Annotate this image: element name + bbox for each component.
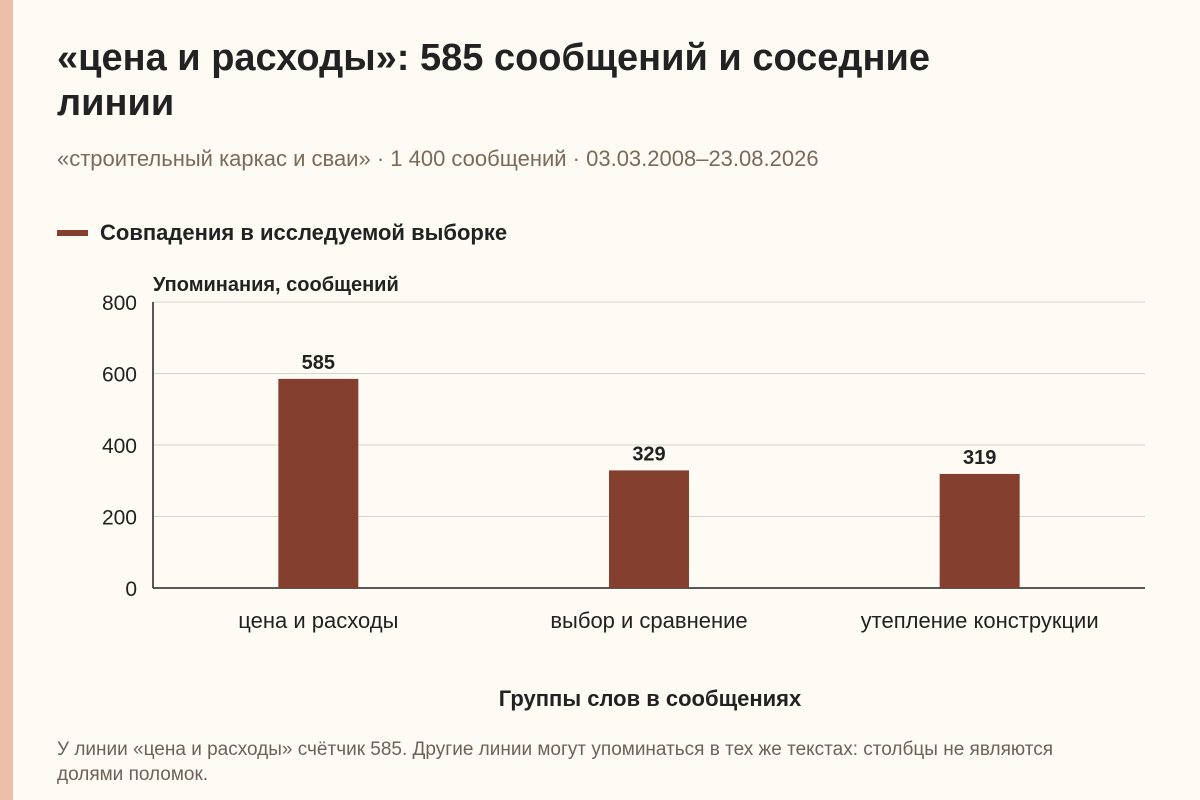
x-tick-label: цена и расходы: [238, 608, 398, 633]
legend-swatch: [57, 230, 88, 236]
page-title: «цена и расходы»: 585 сообщений и соседн…: [57, 37, 930, 124]
y-tick-label: 400: [102, 435, 137, 458]
subtitle: «строительный каркас и сваи» · 1 400 соо…: [57, 146, 819, 171]
legend-label: Совпадения в исследуемой выборке: [100, 220, 508, 245]
y-axis-label: Упоминания, сообщений: [153, 274, 399, 296]
data-label: 329: [632, 443, 665, 465]
y-tick-label: 600: [102, 364, 137, 387]
accent-strip: [0, 0, 13, 800]
y-tick-label: 800: [102, 292, 137, 315]
y-tick-label: 0: [125, 578, 137, 601]
x-tick-label: утепление конструкции: [861, 608, 1099, 633]
legend: Совпадения в исследуемой выборке: [57, 219, 507, 247]
y-tick-label: 200: [102, 507, 137, 530]
x-axis-label: Группы слов в сообщениях: [498, 686, 802, 711]
bar: [609, 470, 689, 588]
bar: [939, 473, 1020, 588]
data-label: 585: [302, 352, 335, 374]
data-label: 319: [963, 447, 996, 469]
bar: [278, 378, 359, 588]
footnote: У линии «цена и расходы» счётчик 585. Др…: [57, 739, 1053, 785]
x-tick-label: выбор и сравнение: [550, 608, 747, 633]
